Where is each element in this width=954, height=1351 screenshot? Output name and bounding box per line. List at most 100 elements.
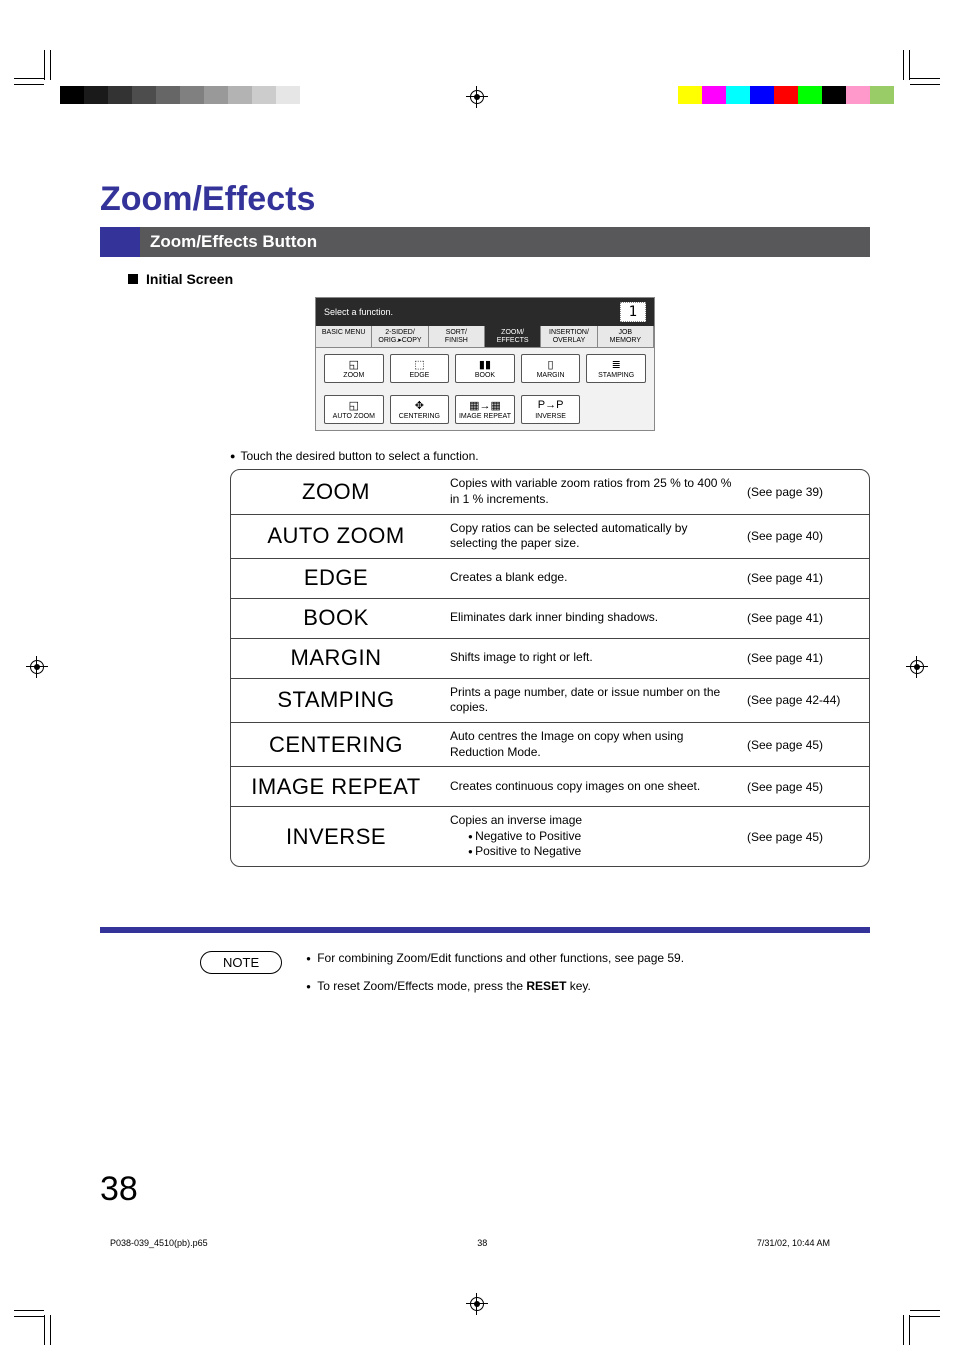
touchscreen-button[interactable]: ≣STAMPING: [586, 354, 646, 383]
note-item: For combining Zoom/Edit functions and ot…: [306, 951, 684, 965]
feature-page-ref: (See page 40): [741, 529, 869, 543]
touchscreen-button[interactable]: ▦→▦IMAGE REPEAT: [455, 395, 515, 424]
feature-description: Copy ratios can be selected automaticall…: [441, 515, 741, 558]
swatch: [228, 86, 252, 104]
feature-description: Creates a blank edge.: [441, 564, 741, 592]
touchscreen-tab[interactable]: 2-SIDED/ORIG.▸COPY: [372, 326, 428, 347]
feature-page-ref: (See page 45): [741, 830, 869, 844]
touchscreen-prompt: Select a function.: [324, 307, 393, 317]
grayscale-bar: [60, 86, 324, 104]
section-heading: Zoom/Effects Button: [100, 227, 870, 257]
note-list: For combining Zoom/Edit functions and ot…: [306, 951, 684, 1007]
swatch: [870, 86, 894, 104]
touchscreen-row: ◱AUTO ZOOM✥CENTERING▦→▦IMAGE REPEATP→PIN…: [316, 389, 654, 430]
feature-sub-item: Positive to Negative: [450, 844, 733, 860]
copy-count: 1: [620, 302, 646, 322]
touchscreen-tab[interactable]: BASIC MENU: [316, 326, 372, 347]
crop-mark: [900, 58, 940, 98]
touchscreen-button[interactable]: P→PINVERSE: [521, 395, 581, 424]
swatch: [750, 86, 774, 104]
touch-instruction: Touch the desired button to select a fun…: [230, 449, 870, 463]
subsection-label: Initial Screen: [128, 271, 870, 287]
feature-description: Shifts image to right or left.: [441, 644, 741, 672]
feature-name: AUTO ZOOM: [231, 517, 441, 555]
touchscreen-tab[interactable]: JOBMEMORY: [598, 326, 654, 347]
swatch: [774, 86, 798, 104]
registration-mark: [910, 660, 924, 674]
swatch: [204, 86, 228, 104]
touchscreen-button[interactable]: ✥CENTERING: [390, 395, 450, 424]
footer-metadata: P038-039_4510(pb).p65 38 7/31/02, 10:44 …: [110, 1238, 830, 1248]
crop-mark: [900, 1297, 940, 1337]
feature-name: CENTERING: [231, 726, 441, 764]
feature-page-ref: (See page 39): [741, 485, 869, 499]
swatch: [702, 86, 726, 104]
touchscreen-button[interactable]: ▯MARGIN: [521, 354, 581, 383]
swatch: [846, 86, 870, 104]
feature-description: Eliminates dark inner binding shadows.: [441, 604, 741, 632]
touchscreen-tab[interactable]: INSERTION/OVERLAY: [541, 326, 597, 347]
feature-page-ref: (See page 41): [741, 651, 869, 665]
registration-mark: [30, 660, 44, 674]
touchscreen-illustration: Select a function. 1 BASIC MENU2-SIDED/O…: [315, 297, 655, 431]
table-row: AUTO ZOOMCopy ratios can be selected aut…: [231, 515, 869, 559]
feature-name: BOOK: [231, 599, 441, 637]
swatch: [132, 86, 156, 104]
feature-page-ref: (See page 41): [741, 611, 869, 625]
swatch: [822, 86, 846, 104]
swatch: [276, 86, 300, 104]
feature-name: IMAGE REPEAT: [231, 768, 441, 806]
crop-mark: [14, 1297, 54, 1337]
touchscreen-tab[interactable]: ZOOM/EFFECTS: [485, 326, 541, 347]
registration-mark: [470, 1297, 484, 1311]
feature-page-ref: (See page 45): [741, 780, 869, 794]
touchscreen-header: Select a function. 1: [316, 298, 654, 326]
table-row: ZOOMCopies with variable zoom ratios fro…: [231, 470, 869, 514]
swatch: [300, 86, 324, 104]
table-row: IMAGE REPEATCreates continuous copy imag…: [231, 767, 869, 807]
touchscreen-row: ◱ZOOM⬚EDGE▮▮BOOK▯MARGIN≣STAMPING: [316, 348, 654, 389]
page-number: 38: [100, 1170, 138, 1209]
footer-timestamp: 7/31/02, 10:44 AM: [757, 1238, 830, 1248]
feature-description: Auto centres the Image on copy when usin…: [441, 723, 741, 766]
touchscreen-button[interactable]: ▮▮BOOK: [455, 354, 515, 383]
feature-page-ref: (See page 41): [741, 571, 869, 585]
note-section: NOTE For combining Zoom/Edit functions a…: [200, 951, 870, 1007]
table-row: CENTERINGAuto centres the Image on copy …: [231, 723, 869, 767]
note-label: NOTE: [200, 951, 282, 974]
swatch: [108, 86, 132, 104]
feature-name: MARGIN: [231, 639, 441, 677]
registration-mark: [470, 90, 484, 104]
note-item: To reset Zoom/Effects mode, press the RE…: [306, 979, 684, 993]
swatch: [84, 86, 108, 104]
footer-file: P038-039_4510(pb).p65: [110, 1238, 208, 1248]
footer-page: 38: [477, 1238, 487, 1248]
touchscreen-tabs: BASIC MENU2-SIDED/ORIG.▸COPYSORT/FINISHZ…: [316, 326, 654, 348]
touchscreen-button[interactable]: ◱AUTO ZOOM: [324, 395, 384, 424]
page-content: Zoom/Effects Zoom/Effects Button Initial…: [100, 180, 870, 1007]
touchscreen-button[interactable]: ⬚EDGE: [390, 354, 450, 383]
feature-sub-item: Negative to Positive: [450, 829, 733, 845]
feature-name: INVERSE: [231, 818, 441, 856]
page-title: Zoom/Effects: [100, 180, 870, 219]
table-row: INVERSECopies an inverse imageNegative t…: [231, 807, 869, 866]
swatch: [60, 86, 84, 104]
swatch: [156, 86, 180, 104]
feature-name: ZOOM: [231, 473, 441, 511]
feature-description: Creates continuous copy images on one sh…: [441, 773, 741, 801]
feature-description: Copies with variable zoom ratios from 25…: [441, 470, 741, 513]
feature-name: STAMPING: [231, 681, 441, 719]
table-row: BOOKEliminates dark inner binding shadow…: [231, 599, 869, 639]
swatch: [252, 86, 276, 104]
feature-description: Copies an inverse imageNegative to Posit…: [441, 807, 741, 866]
color-bar: [678, 86, 894, 104]
table-row: STAMPINGPrints a page number, date or is…: [231, 679, 869, 723]
table-row: MARGINShifts image to right or left.(See…: [231, 639, 869, 679]
touchscreen-tab[interactable]: SORT/FINISH: [429, 326, 485, 347]
touchscreen-button[interactable]: ◱ZOOM: [324, 354, 384, 383]
feature-name: EDGE: [231, 559, 441, 597]
table-row: EDGECreates a blank edge.(See page 41): [231, 559, 869, 599]
swatch: [678, 86, 702, 104]
swatch: [798, 86, 822, 104]
swatch: [726, 86, 750, 104]
